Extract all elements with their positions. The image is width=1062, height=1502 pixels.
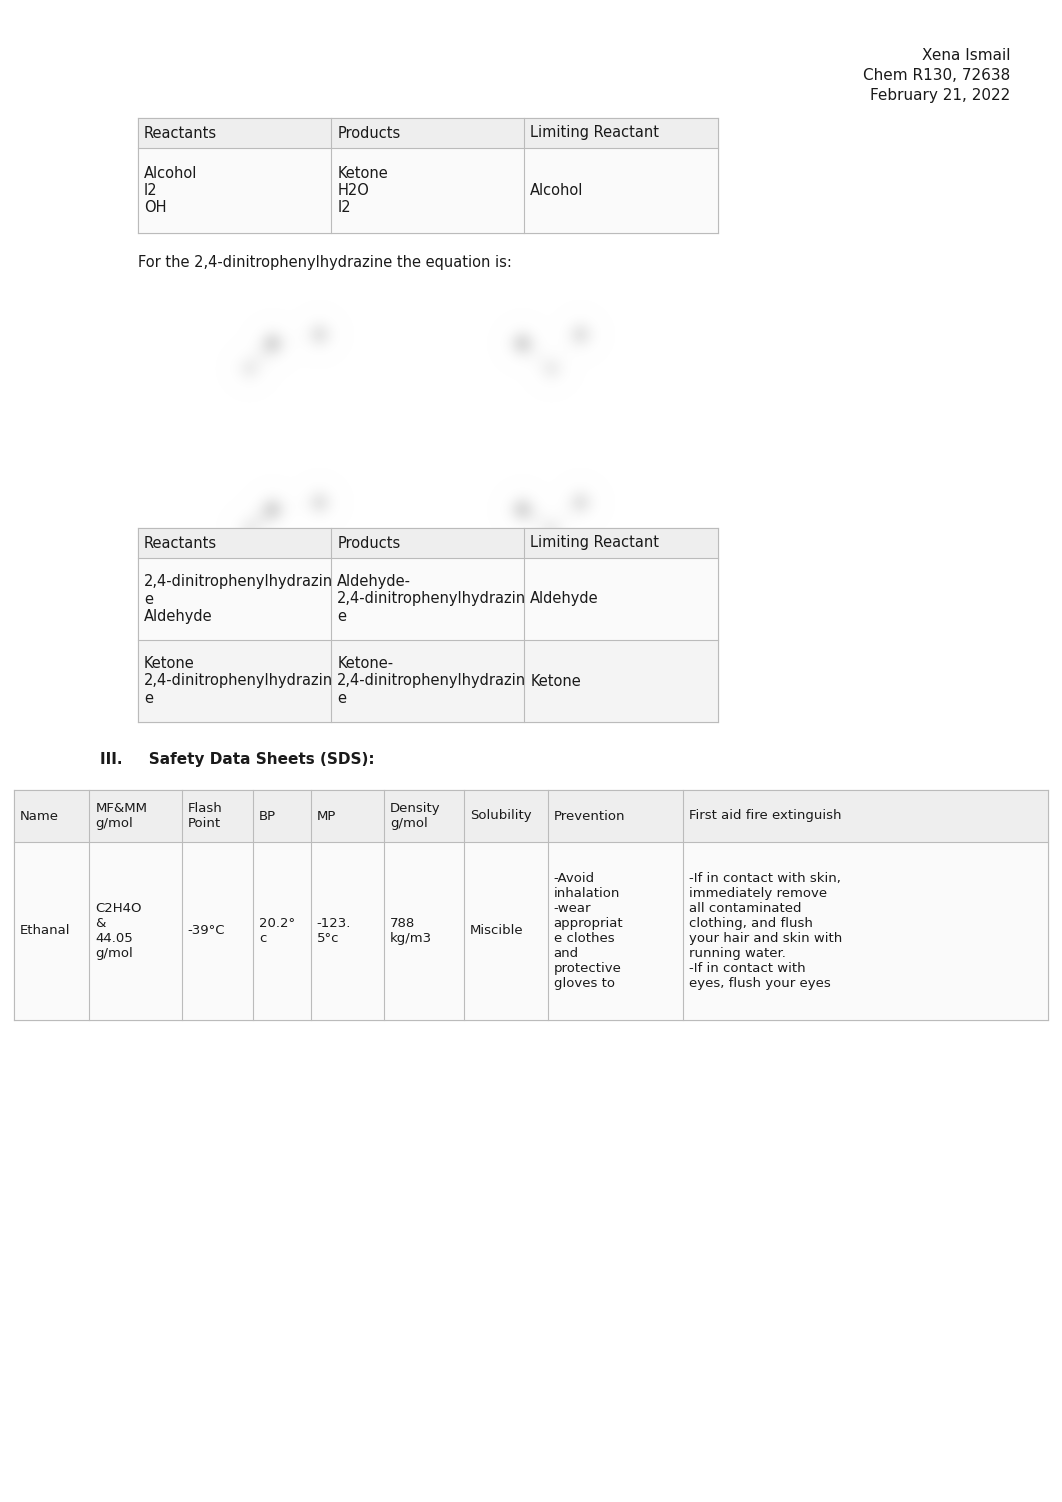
Text: Ketone
2,4-dinitrophenylhydrazin
e: Ketone 2,4-dinitrophenylhydrazin e: [144, 656, 333, 706]
Bar: [145, 455, 725, 590]
Text: Density
g/mol: Density g/mol: [390, 802, 441, 831]
Text: -Avoid
inhalation
-wear
appropriat
e clothes
and
protective
gloves to: -Avoid inhalation -wear appropriat e clo…: [553, 873, 623, 990]
Text: Chem R130, 72638: Chem R130, 72638: [862, 68, 1010, 83]
Bar: [138, 559, 718, 640]
Bar: [138, 640, 718, 722]
Text: Limiting Reactant: Limiting Reactant: [530, 126, 660, 141]
Text: -39°C: -39°C: [188, 925, 225, 937]
Text: Ketone-
2,4-dinitrophenylhydrazin
e: Ketone- 2,4-dinitrophenylhydrazin e: [337, 656, 527, 706]
Text: 20.2°
c: 20.2° c: [259, 918, 295, 945]
Text: Ketone
H2O
I2: Ketone H2O I2: [337, 165, 388, 215]
Bar: [138, 119, 718, 233]
Text: Products: Products: [337, 126, 400, 141]
Bar: [138, 529, 718, 559]
Text: Ketone: Ketone: [530, 673, 581, 688]
Text: MP: MP: [316, 810, 337, 823]
Text: Alcohol
I2
OH: Alcohol I2 OH: [144, 165, 198, 215]
Text: -If in contact with skin,
immediately remove
all contaminated
clothing, and flus: -If in contact with skin, immediately re…: [689, 873, 842, 990]
Text: -123.
5°c: -123. 5°c: [316, 918, 352, 945]
Text: For the 2,4-dinitrophenylhydrazine the equation is:: For the 2,4-dinitrophenylhydrazine the e…: [138, 255, 512, 270]
Text: First aid fire extinguish: First aid fire extinguish: [689, 810, 841, 823]
Text: Flash
Point: Flash Point: [188, 802, 222, 831]
Bar: [138, 119, 718, 149]
Text: 788
kg/m3: 788 kg/m3: [390, 918, 432, 945]
Text: Xena Ismail: Xena Ismail: [922, 48, 1010, 63]
Bar: [14, 790, 1048, 843]
Text: Solubility: Solubility: [469, 810, 531, 823]
Text: Aldehyde: Aldehyde: [530, 592, 599, 607]
Text: Alcohol: Alcohol: [530, 183, 584, 198]
Text: Aldehyde-
2,4-dinitrophenylhydrazin
e: Aldehyde- 2,4-dinitrophenylhydrazin e: [337, 574, 527, 623]
Text: Prevention: Prevention: [553, 810, 626, 823]
Text: Reactants: Reactants: [144, 536, 217, 551]
Text: Limiting Reactant: Limiting Reactant: [530, 536, 660, 551]
Text: Name: Name: [20, 810, 59, 823]
Bar: [14, 843, 1048, 1020]
Text: Miscible: Miscible: [469, 925, 524, 937]
Bar: [138, 529, 718, 722]
Text: BP: BP: [259, 810, 276, 823]
Text: Reactants: Reactants: [144, 126, 217, 141]
Text: Products: Products: [337, 536, 400, 551]
Bar: [145, 275, 725, 445]
Bar: [14, 790, 1048, 1020]
Text: III.     Safety Data Sheets (SDS):: III. Safety Data Sheets (SDS):: [100, 753, 375, 768]
Text: 2,4-dinitrophenylhydrazin
e
Aldehyde: 2,4-dinitrophenylhydrazin e Aldehyde: [144, 574, 333, 623]
Text: February 21, 2022: February 21, 2022: [870, 89, 1010, 104]
Bar: [138, 149, 718, 233]
Text: MF&MM
g/mol: MF&MM g/mol: [96, 802, 148, 831]
Text: C2H4O
&
44.05
g/mol: C2H4O & 44.05 g/mol: [96, 903, 142, 960]
Text: Ethanal: Ethanal: [20, 925, 70, 937]
